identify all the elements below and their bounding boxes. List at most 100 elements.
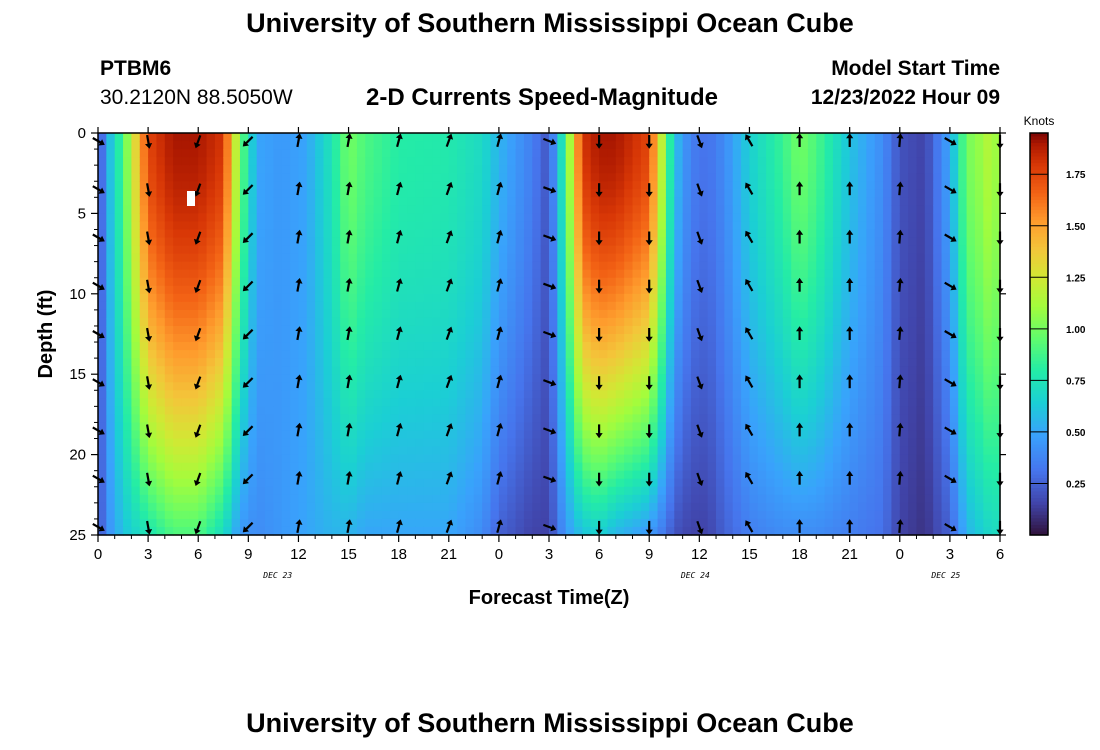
- heatmap-cell: [674, 149, 684, 158]
- heatmap-cell: [407, 462, 416, 472]
- heatmap-cell: [716, 518, 725, 528]
- heatmap-cell: [732, 237, 742, 247]
- heatmap-cell: [265, 317, 274, 327]
- heatmap-cell: [465, 285, 475, 295]
- heatmap-cell: [440, 366, 450, 375]
- heatmap-cell: [173, 157, 183, 166]
- heatmap-cell: [640, 446, 650, 456]
- heatmap-cell: [774, 366, 784, 375]
- heatmap-cell: [365, 197, 375, 206]
- heatmap-cell: [390, 478, 400, 488]
- heatmap-cell: [716, 502, 725, 512]
- heatmap-cell: [757, 301, 767, 311]
- heatmap-cell: [590, 141, 600, 150]
- heatmap-cell: [164, 293, 174, 303]
- heatmap-cell: [390, 301, 400, 311]
- heatmap-cell: [766, 334, 776, 343]
- heatmap-cell: [858, 366, 867, 375]
- heatmap-cell: [98, 494, 107, 504]
- heatmap-cell: [716, 133, 725, 142]
- heatmap-cell: [365, 478, 375, 488]
- heatmap-cell: [198, 181, 208, 190]
- heatmap-cell: [732, 293, 742, 303]
- heatmap-cell: [432, 446, 442, 456]
- heatmap-cell: [891, 462, 901, 472]
- heatmap-cell: [523, 181, 533, 190]
- heatmap-cell: [331, 494, 341, 504]
- heatmap-cell: [716, 173, 725, 182]
- heatmap-cell: [348, 325, 358, 335]
- heatmap-cell: [398, 374, 408, 383]
- heatmap-cell: [114, 309, 124, 319]
- heatmap-cell: [665, 486, 675, 496]
- heatmap-cell: [874, 141, 884, 150]
- heatmap-cell: [323, 502, 333, 512]
- heatmap-cell: [807, 301, 817, 311]
- heatmap-cell: [423, 245, 433, 255]
- heatmap-cell: [632, 301, 642, 311]
- heatmap-cell: [607, 438, 617, 448]
- heatmap-cell: [523, 350, 533, 359]
- heatmap-cell: [891, 518, 901, 528]
- heatmap-cell: [131, 446, 141, 456]
- heatmap-cell: [732, 350, 742, 359]
- heatmap-cell: [891, 422, 901, 432]
- heatmap-cell: [757, 261, 767, 271]
- heatmap-cell: [340, 486, 350, 496]
- heatmap-cell: [173, 478, 183, 488]
- heatmap-cell: [265, 285, 274, 295]
- heatmap-cell: [816, 213, 826, 223]
- heatmap-cell: [407, 213, 416, 223]
- heatmap-cell: [123, 221, 133, 231]
- heatmap-cell: [482, 478, 492, 488]
- heatmap-cell: [607, 197, 617, 206]
- heatmap-cell: [206, 422, 216, 432]
- heatmap-cell: [757, 334, 767, 343]
- heatmap-cell: [707, 350, 717, 359]
- heatmap-cell: [365, 494, 375, 504]
- heatmap-cell: [757, 237, 767, 247]
- heatmap-cell: [883, 430, 893, 440]
- heatmap-cell: [732, 173, 742, 182]
- heatmap-cell: [198, 478, 208, 488]
- heatmap-cell: [173, 165, 183, 174]
- heatmap-cell: [139, 358, 149, 367]
- heatmap-cell: [874, 317, 884, 327]
- heatmap-cell: [832, 398, 842, 407]
- heatmap-cell: [874, 245, 884, 255]
- heatmap-cell: [682, 245, 692, 255]
- heatmap-cell: [256, 390, 266, 399]
- heatmap-cell: [791, 502, 801, 512]
- heatmap-cell: [766, 237, 776, 247]
- heatmap-cell: [741, 526, 751, 536]
- heatmap-cell: [565, 301, 575, 311]
- heatmap-cell: [532, 293, 542, 303]
- heatmap-cell: [532, 334, 542, 343]
- heatmap-cell: [139, 221, 149, 231]
- heatmap-cell: [490, 285, 500, 295]
- heatmap-cell: [841, 366, 851, 375]
- heatmap-cell: [407, 382, 416, 391]
- heatmap-cell: [674, 502, 684, 512]
- heatmap-cell: [306, 149, 316, 158]
- heatmap-cell: [899, 317, 909, 327]
- heatmap-cell: [757, 165, 767, 174]
- heatmap-cell: [766, 342, 776, 351]
- heatmap-cell: [599, 454, 609, 464]
- heatmap-cell: [599, 342, 609, 351]
- heatmap-cell: [741, 358, 751, 367]
- heatmap-cell: [181, 374, 191, 383]
- heatmap-cell: [874, 390, 884, 399]
- heatmap-cell: [908, 189, 918, 198]
- heatmap-cell: [716, 261, 725, 271]
- heatmap-cell: [832, 390, 842, 399]
- heatmap-cell: [131, 157, 141, 166]
- heatmap-cell: [415, 478, 425, 488]
- heatmap-cell: [515, 325, 525, 335]
- heatmap-cell: [540, 526, 550, 536]
- heatmap-cell: [473, 526, 483, 536]
- heatmap-cell: [373, 309, 383, 319]
- heatmap-cell: [741, 309, 751, 319]
- heatmap-cell: [139, 157, 149, 166]
- heatmap-cell: [682, 430, 692, 440]
